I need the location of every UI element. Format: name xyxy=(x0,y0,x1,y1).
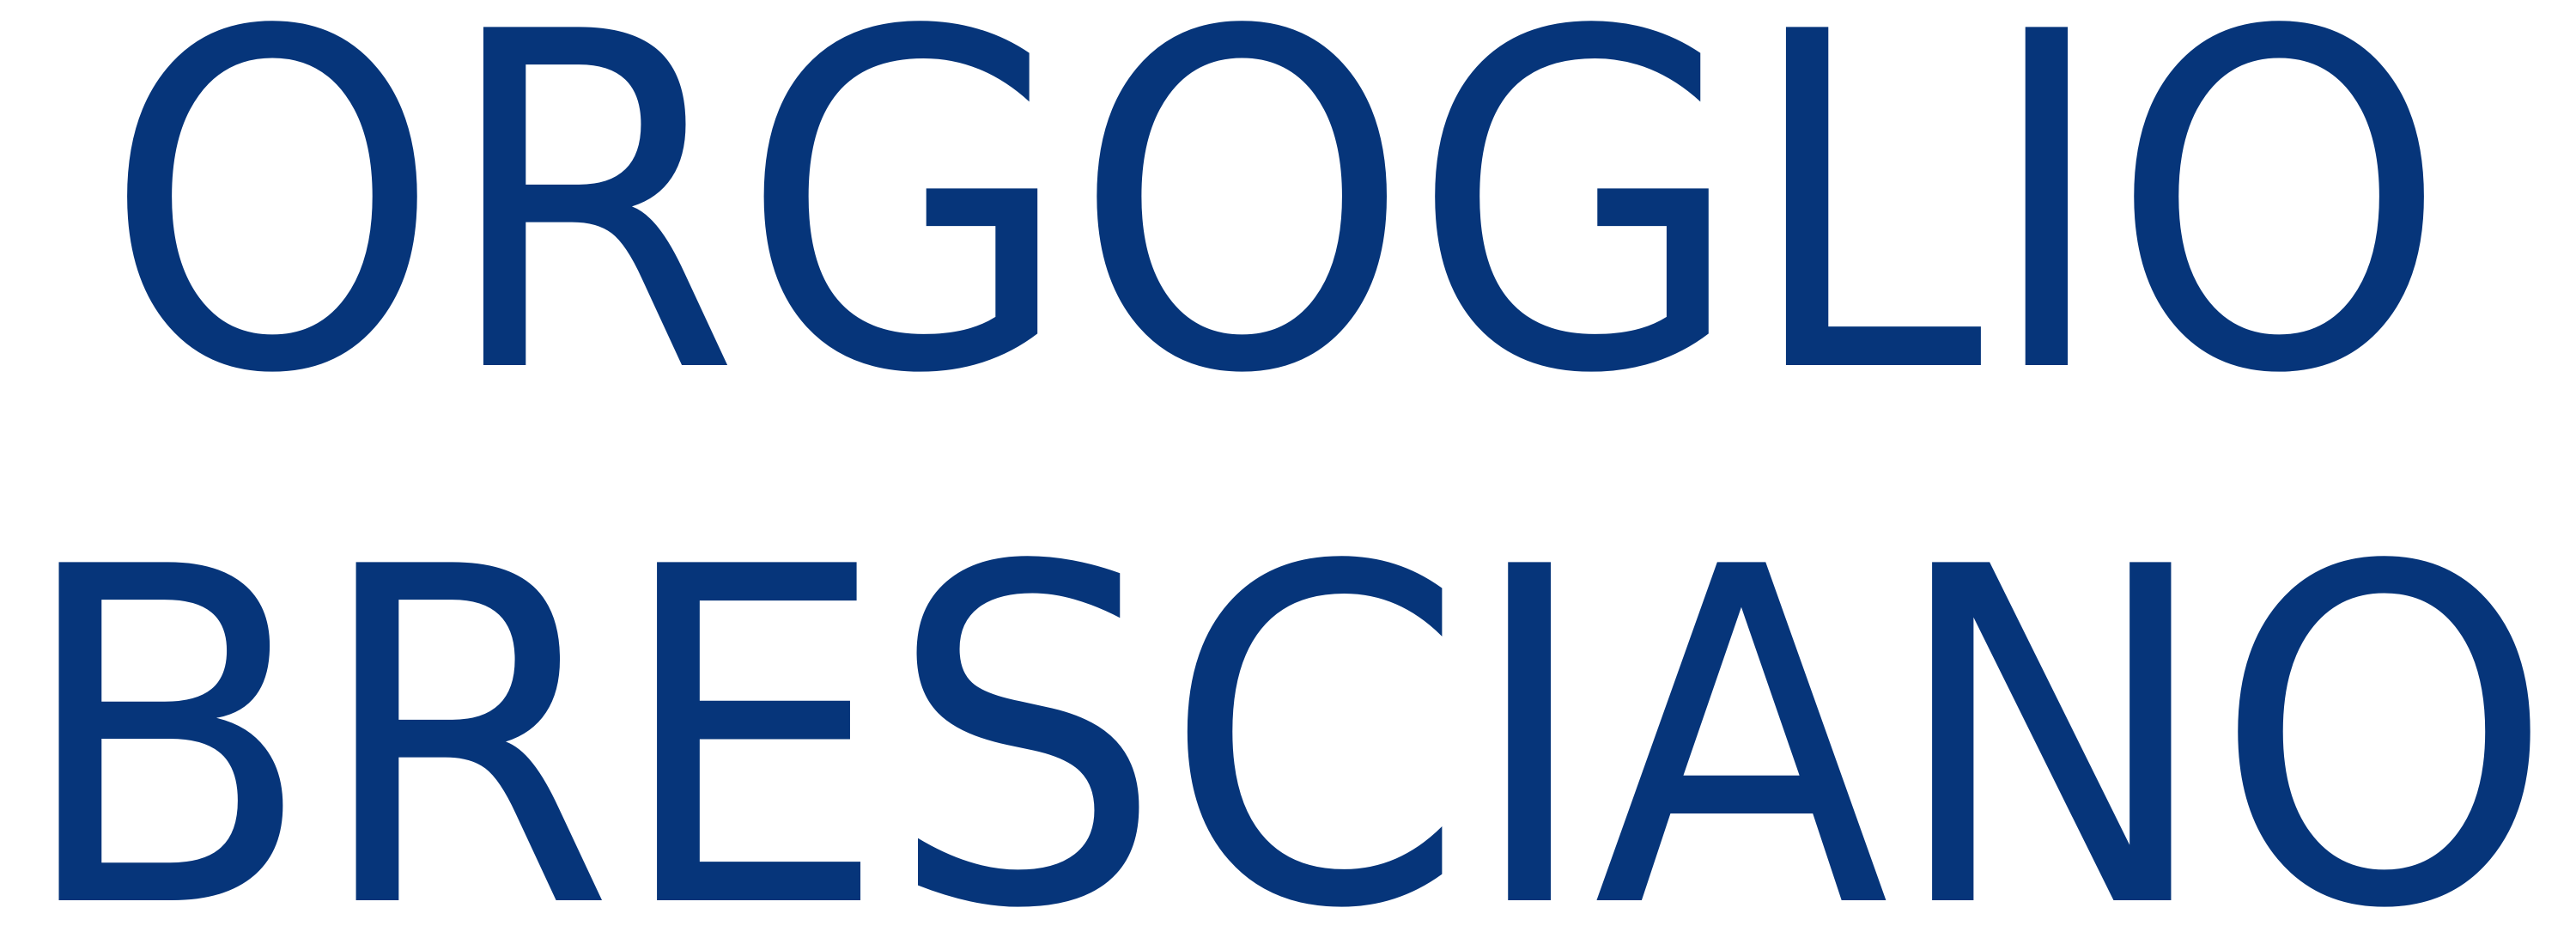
logo-line: BRESCIANO xyxy=(16,471,2555,926)
logo-line: ORGOGLIO xyxy=(103,0,2448,475)
